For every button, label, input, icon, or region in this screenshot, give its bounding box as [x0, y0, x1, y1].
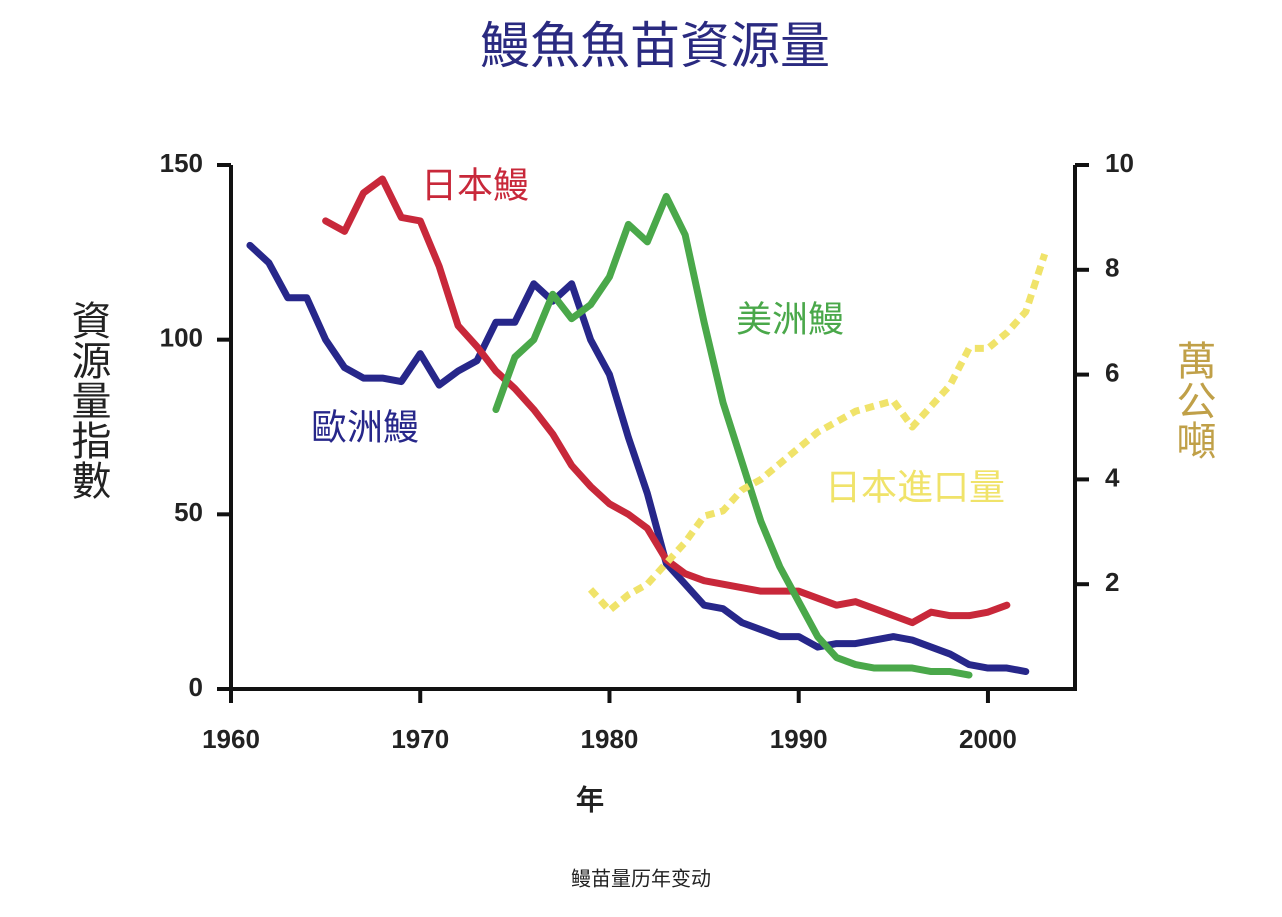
y-tick-label: 150: [160, 148, 203, 178]
series-line: [246, 241, 1030, 676]
y2-tick-label: 8: [1105, 253, 1119, 283]
series-label: 日本鰻: [421, 165, 529, 206]
x-tick-label: 1970: [391, 724, 449, 754]
series-label: 日本進口量: [825, 467, 1005, 508]
x-tick-label: 2000: [959, 724, 1017, 754]
x-axis-label: 年: [576, 783, 604, 815]
series-label: 美洲鰻: [736, 299, 844, 340]
x-tick-label: 1960: [202, 724, 260, 754]
caption: 鳗苗量历年变动: [571, 867, 711, 890]
chart-title: 鰻魚魚苗資源量: [480, 18, 830, 74]
x-tick-label: 1980: [581, 724, 639, 754]
y-tick-label: 100: [160, 323, 203, 353]
y-tick-label: 0: [189, 672, 203, 702]
y-axis-label: 資源量指數: [65, 300, 110, 500]
series-line: [587, 252, 1049, 614]
series-line: [322, 175, 1011, 627]
x-tick-label: 1990: [770, 724, 828, 754]
y2-axis-label: 萬公噸: [1170, 340, 1214, 460]
y2-tick-label: 10: [1105, 148, 1134, 178]
y2-tick-label: 2: [1105, 567, 1119, 597]
y2-tick-label: 6: [1105, 357, 1119, 387]
y-tick-label: 50: [174, 497, 203, 527]
y2-tick-label: 4: [1105, 462, 1120, 492]
series-label: 歐洲鰻: [311, 407, 419, 448]
series-line: [492, 192, 973, 679]
